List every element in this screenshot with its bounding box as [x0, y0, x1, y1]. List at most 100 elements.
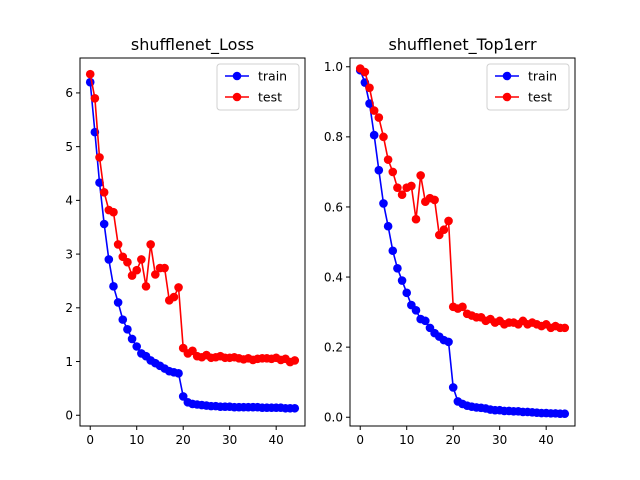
data-point-train [290, 403, 300, 413]
data-point-test [458, 302, 467, 312]
data-point-train [178, 392, 188, 401]
legend-label-test: test [258, 90, 282, 105]
data-point-test [151, 270, 160, 279]
data-point-train [174, 369, 183, 378]
legend-label-test: test [528, 90, 552, 105]
data-point-test [137, 255, 146, 264]
data-point-train [374, 165, 384, 175]
data-point-test [146, 240, 155, 249]
data-point-test [109, 207, 118, 217]
x-tick-label: 20 [446, 433, 461, 447]
y-tick-label: 3 [65, 247, 73, 261]
y-tick-label: 4 [65, 194, 73, 208]
data-point-test [365, 83, 374, 93]
data-point-train [560, 409, 570, 419]
data-point-test [393, 183, 402, 192]
y-tick-label: 0.0 [324, 411, 343, 425]
legend-marker-train [232, 71, 242, 81]
data-point-test [360, 67, 370, 77]
data-point-train [95, 178, 104, 187]
y-tick-label: 0.2 [324, 340, 343, 354]
legend-marker-test [232, 92, 242, 102]
data-point-test [290, 356, 300, 365]
data-point-test [388, 167, 398, 177]
data-point-test [169, 292, 179, 302]
x-tick-label: 40 [269, 433, 284, 447]
legend: train test [486, 63, 570, 111]
legend-marker-test [502, 92, 512, 102]
y-tick-label: 0.8 [324, 130, 343, 144]
x-tick-label: 10 [129, 433, 144, 447]
legend-marker-train [502, 71, 512, 81]
x-tick-label: 20 [176, 433, 191, 447]
data-point-test [560, 323, 570, 333]
y-tick-label: 0.4 [324, 270, 343, 284]
x-tick-label: 40 [539, 433, 554, 447]
chart-title: shufflenet_Top1err [388, 35, 537, 55]
data-point-train [388, 246, 398, 256]
data-point-test [90, 93, 100, 103]
data-point-train [421, 316, 430, 326]
data-point-test [95, 153, 104, 162]
data-point-train [411, 306, 421, 315]
chart-panel-2: shufflenet_Top1err 0 10 20 30 40 0.0 0.2 0.4 0.6 0… [324, 35, 576, 447]
plot-frame [79, 57, 306, 427]
series-line-train [359, 69, 565, 415]
data-point-test [383, 155, 393, 164]
data-point-test [416, 171, 425, 180]
data-point-train [123, 325, 132, 334]
chart-title: shufflenet_Loss [131, 35, 254, 55]
y-tick-label: 1 [65, 355, 73, 369]
x-tick-label: 30 [222, 433, 237, 447]
data-point-train [113, 298, 123, 307]
data-point-train [104, 255, 114, 264]
data-point-train [109, 282, 118, 291]
data-point-test [407, 181, 416, 191]
data-point-train [393, 263, 402, 273]
x-tick-label: 0 [356, 433, 364, 447]
data-point-test [444, 216, 453, 226]
data-point-test [132, 265, 142, 275]
data-point-test [374, 113, 384, 122]
data-point-train [397, 276, 407, 285]
legend-label-train: train [258, 69, 287, 84]
data-point-test [397, 190, 407, 199]
data-point-train [99, 219, 109, 229]
y-tick-label: 0 [65, 409, 73, 423]
data-point-test [411, 214, 421, 224]
data-point-test [174, 283, 183, 292]
data-point-train [369, 130, 379, 140]
data-point-train [132, 342, 142, 351]
legend: train test [216, 63, 300, 111]
data-point-test [99, 188, 109, 197]
data-point-test [85, 69, 95, 79]
x-tick-label: 30 [492, 433, 507, 447]
x-tick-label: 10 [399, 433, 414, 447]
x-tick-label: 0 [86, 433, 94, 447]
y-tick-label: 0.6 [324, 200, 343, 214]
data-point-test [141, 282, 151, 291]
data-point-train [444, 337, 453, 347]
chart-panel-1: shufflenet_Loss 0 10 20 30 40 0 1 2 3 4 5 6 train test [65, 35, 306, 447]
data-point-test [379, 132, 388, 142]
y-tick-label: 1.0 [324, 60, 343, 74]
data-point-train [379, 199, 388, 208]
data-point-test [160, 263, 169, 273]
data-point-train [118, 315, 128, 324]
data-point-test [439, 225, 449, 235]
data-point-train [448, 383, 458, 392]
y-tick-label: 5 [65, 140, 73, 154]
data-point-test [369, 106, 379, 115]
y-tick-label: 6 [65, 86, 73, 100]
legend-label-train: train [528, 69, 557, 84]
data-point-test [123, 257, 132, 267]
data-point-train [127, 334, 137, 344]
data-point-test [430, 195, 439, 205]
data-point-train [85, 77, 95, 87]
data-point-test [113, 240, 123, 249]
data-point-train [402, 288, 412, 298]
y-tick-label: 2 [65, 301, 73, 315]
data-point-train [383, 221, 393, 231]
plot-frame [349, 57, 576, 427]
